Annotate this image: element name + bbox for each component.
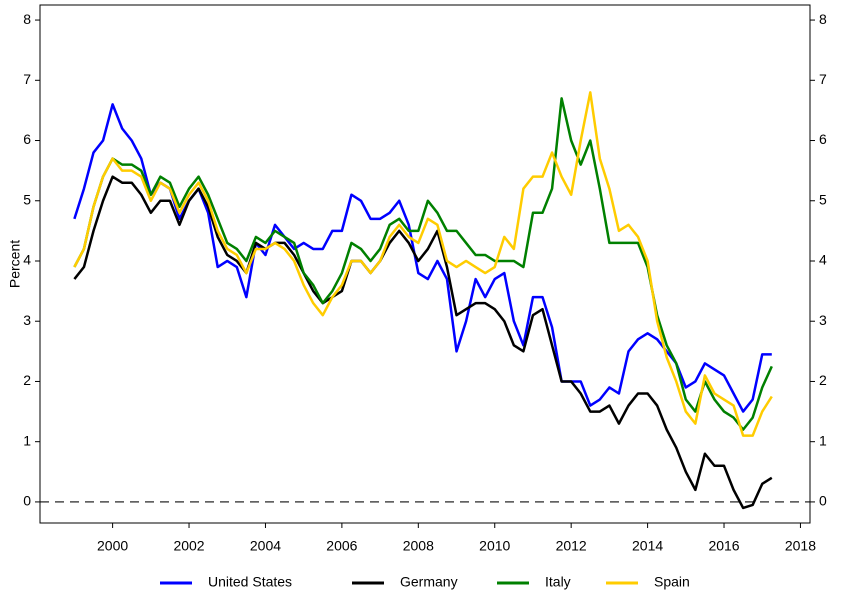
x-tick-label: 2008 (403, 538, 434, 554)
x-tick-label: 2014 (632, 538, 663, 554)
y2-tick-label: 8 (819, 11, 827, 27)
y2-tick-label: 3 (819, 312, 827, 328)
legend-label: Italy (545, 574, 571, 590)
plot-frame (39, 4, 811, 524)
y-axis-label: Percent (7, 240, 23, 288)
y-tick-label: 0 (23, 493, 31, 509)
x-tick-label: 2004 (250, 538, 281, 554)
y-tick-label: 6 (23, 131, 31, 147)
y-tick-label: 5 (23, 191, 31, 207)
legend-label: United States (208, 574, 292, 590)
x-tick-label: 2018 (785, 538, 816, 554)
x-tick-label: 2006 (326, 538, 357, 554)
y2-tick-label: 7 (819, 71, 827, 87)
y2-tick-label: 2 (819, 372, 827, 388)
x-tick-label: 2002 (173, 538, 204, 554)
y-tick-label: 4 (23, 252, 31, 268)
y2-tick-label: 5 (819, 191, 827, 207)
x-tick-label: 2016 (708, 538, 739, 554)
y-tick-label: 2 (23, 372, 31, 388)
legend-label: Spain (654, 574, 690, 590)
x-tick-label: 2012 (556, 538, 587, 554)
y2-tick-label: 4 (819, 252, 827, 268)
y2-tick-label: 0 (819, 493, 827, 509)
y-tick-label: 8 (23, 11, 31, 27)
series-line (73, 103, 772, 413)
y2-tick-label: 1 (819, 432, 827, 448)
y2-tick-label: 6 (819, 131, 827, 147)
x-tick-label: 2000 (97, 538, 128, 554)
series-line (73, 175, 773, 510)
series-line (73, 91, 773, 437)
legend-label: Germany (400, 574, 458, 590)
y-tick-label: 7 (23, 71, 31, 87)
y-tick-label: 3 (23, 312, 31, 328)
y-tick-label: 1 (23, 432, 31, 448)
x-tick-label: 2010 (479, 538, 510, 554)
series-line (73, 97, 773, 431)
